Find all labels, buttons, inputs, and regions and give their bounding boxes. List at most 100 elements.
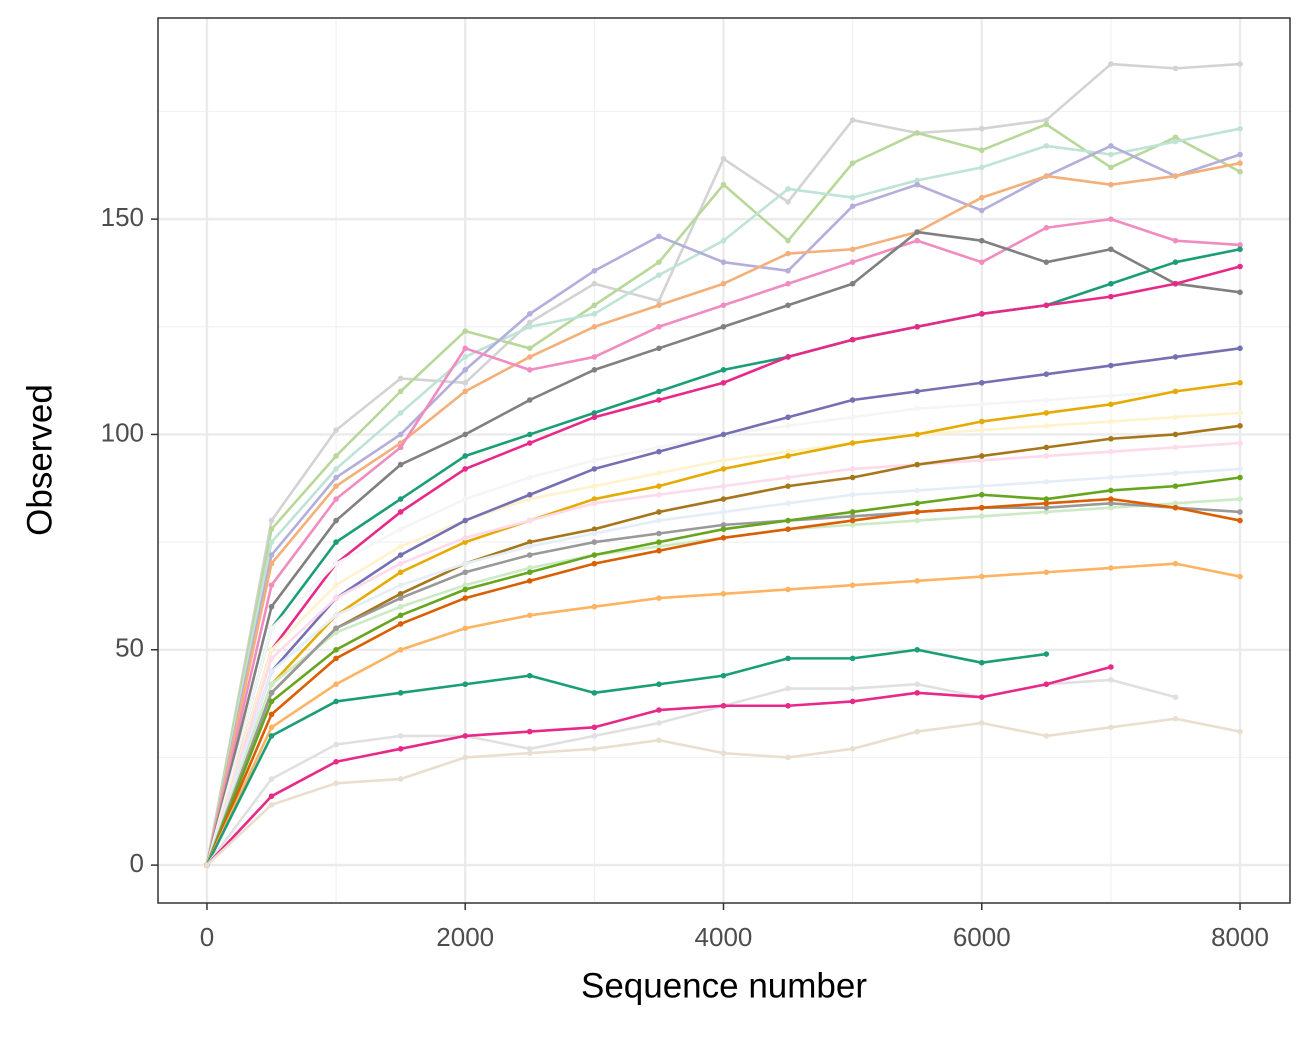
data-point bbox=[333, 612, 339, 619]
data-point bbox=[1043, 479, 1050, 485]
data-point bbox=[333, 560, 339, 567]
data-point bbox=[1043, 569, 1050, 576]
data-point bbox=[720, 509, 727, 515]
data-point bbox=[720, 496, 727, 502]
data-point bbox=[1108, 151, 1114, 158]
data-point bbox=[656, 298, 662, 304]
data-point bbox=[1237, 151, 1243, 158]
data-point bbox=[591, 496, 598, 502]
data-point bbox=[333, 681, 339, 688]
data-point bbox=[914, 517, 920, 524]
data-point bbox=[656, 448, 662, 455]
data-point bbox=[656, 547, 662, 554]
plot-border bbox=[157, 17, 1291, 904]
data-point bbox=[1237, 125, 1243, 132]
data-point bbox=[1043, 117, 1050, 123]
data-point bbox=[1172, 138, 1179, 145]
data-point bbox=[1043, 496, 1050, 502]
data-point bbox=[849, 582, 856, 588]
data-point bbox=[268, 802, 275, 808]
data-point bbox=[591, 483, 598, 489]
data-point bbox=[1108, 164, 1114, 171]
data-point bbox=[1108, 496, 1114, 502]
data-point bbox=[1237, 496, 1243, 502]
data-point bbox=[1237, 168, 1243, 175]
data-point bbox=[397, 776, 404, 782]
data-point bbox=[785, 754, 791, 761]
data-point bbox=[1237, 384, 1243, 390]
data-point bbox=[397, 461, 404, 468]
data-point bbox=[268, 793, 275, 799]
data-point bbox=[978, 147, 985, 154]
data-point bbox=[397, 543, 404, 550]
data-point bbox=[591, 690, 598, 696]
data-point bbox=[1237, 509, 1243, 515]
data-point bbox=[462, 586, 469, 593]
data-point bbox=[1108, 143, 1114, 149]
data-point bbox=[526, 569, 533, 576]
data-point bbox=[1108, 565, 1114, 571]
data-point bbox=[720, 237, 727, 244]
data-point bbox=[1172, 444, 1179, 451]
data-point bbox=[591, 724, 598, 731]
data-point bbox=[914, 431, 920, 438]
data-point bbox=[1237, 517, 1243, 524]
data-point bbox=[397, 690, 404, 696]
data-point bbox=[1043, 453, 1050, 459]
data-point bbox=[462, 354, 469, 360]
data-point bbox=[720, 259, 727, 265]
data-point bbox=[914, 681, 920, 688]
y-tick-label: 50 bbox=[115, 633, 144, 663]
data-point bbox=[1108, 401, 1114, 408]
data-point bbox=[785, 702, 791, 709]
data-point bbox=[785, 423, 791, 429]
data-point bbox=[333, 741, 339, 748]
data-point bbox=[785, 474, 791, 481]
data-point bbox=[268, 625, 275, 632]
data-point bbox=[978, 491, 985, 498]
data-point bbox=[720, 466, 727, 472]
data-point bbox=[1237, 61, 1243, 67]
data-point bbox=[268, 776, 275, 782]
data-point bbox=[656, 470, 662, 477]
data-point bbox=[591, 746, 598, 752]
data-point bbox=[1108, 677, 1114, 683]
data-point bbox=[978, 720, 985, 726]
data-point bbox=[526, 491, 533, 498]
data-point bbox=[462, 733, 469, 739]
data-point bbox=[1237, 728, 1243, 735]
data-point bbox=[656, 444, 662, 451]
data-point bbox=[462, 466, 469, 472]
data-point bbox=[268, 526, 275, 532]
data-point bbox=[914, 728, 920, 735]
data-point bbox=[333, 758, 339, 765]
data-point bbox=[591, 457, 598, 464]
data-point bbox=[268, 646, 275, 653]
data-point bbox=[1172, 173, 1179, 179]
data-point bbox=[785, 199, 791, 205]
data-point bbox=[978, 164, 985, 171]
data-point bbox=[526, 496, 533, 502]
data-point bbox=[785, 483, 791, 489]
data-point bbox=[462, 535, 469, 541]
y-tick-label: 100 bbox=[101, 417, 144, 447]
data-point bbox=[978, 427, 985, 433]
data-point bbox=[656, 737, 662, 744]
data-point bbox=[785, 500, 791, 507]
data-point bbox=[1108, 61, 1114, 67]
data-point bbox=[1108, 664, 1114, 670]
data-point bbox=[720, 483, 727, 489]
data-point bbox=[591, 526, 598, 532]
data-point bbox=[914, 405, 920, 412]
data-point bbox=[1043, 500, 1050, 507]
data-point bbox=[397, 496, 404, 502]
data-point bbox=[526, 345, 533, 352]
data-point bbox=[849, 685, 856, 692]
data-point bbox=[333, 582, 339, 588]
data-point bbox=[1172, 483, 1179, 489]
data-point bbox=[656, 720, 662, 726]
y-tick-label: 0 bbox=[130, 848, 144, 878]
data-point bbox=[397, 388, 404, 395]
data-point bbox=[849, 280, 856, 287]
data-point bbox=[849, 517, 856, 524]
